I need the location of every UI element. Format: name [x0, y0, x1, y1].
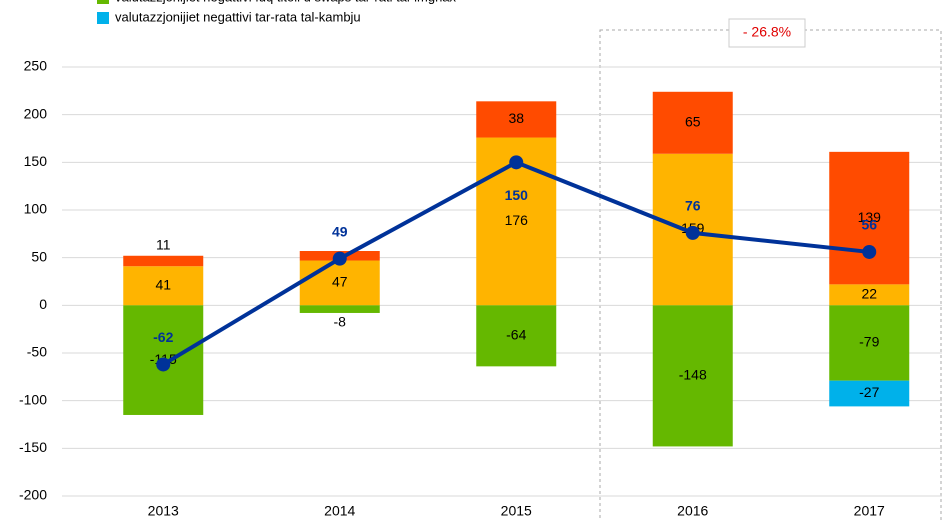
x-tick-label: 2016 — [677, 503, 708, 519]
legend-label: valutazzjonijiet negattivi fuq titoli u … — [115, 0, 457, 4]
bar-segment — [299, 260, 380, 306]
legend-label: valutazzjonijiet negattivi tar-rata tal-… — [115, 9, 361, 24]
line-point — [332, 251, 347, 266]
line-point — [509, 155, 524, 170]
data-label: -27 — [859, 384, 879, 400]
bar-segment — [652, 91, 733, 154]
bar-segment — [123, 266, 204, 306]
y-tick-label: 100 — [24, 201, 48, 217]
bar-segment — [829, 284, 910, 306]
annotation: - 26.8% — [743, 24, 791, 40]
bar-segment — [476, 305, 557, 367]
y-tick-label: -50 — [27, 344, 47, 360]
data-label: 11 — [156, 236, 171, 252]
data-label: 65 — [685, 113, 701, 129]
data-label: 47 — [332, 274, 348, 290]
annotation-box — [728, 18, 806, 48]
bar-segment — [123, 255, 204, 267]
bar-segment — [829, 151, 910, 285]
y-tick-label: 0 — [39, 296, 47, 312]
data-label: 41 — [155, 276, 171, 292]
y-tick-label: 200 — [24, 105, 48, 121]
line-label: -62 — [153, 329, 173, 345]
legend-swatch — [97, 0, 109, 4]
line-label: 76 — [685, 198, 701, 214]
legend-swatch — [97, 12, 109, 24]
line-label: 56 — [861, 217, 877, 233]
data-label: 22 — [861, 286, 877, 302]
bar-segment — [476, 101, 557, 138]
line-point — [862, 244, 877, 259]
x-tick-label: 2017 — [854, 503, 885, 519]
data-label: -148 — [679, 367, 707, 383]
line-point — [156, 357, 171, 372]
data-label: -8 — [334, 314, 347, 330]
bar-segment — [652, 305, 733, 447]
data-label: 38 — [508, 110, 524, 126]
data-label: -64 — [506, 327, 526, 343]
y-tick-label: 50 — [31, 248, 47, 264]
y-tick-label: -150 — [19, 439, 47, 455]
bar-segment — [829, 380, 910, 407]
bar-segment — [829, 305, 910, 381]
y-tick-label: -100 — [19, 391, 47, 407]
y-tick-label: -200 — [19, 487, 47, 503]
y-tick-label: 250 — [24, 58, 48, 74]
data-label: 139 — [858, 209, 882, 225]
data-label: -79 — [859, 334, 879, 350]
data-label: 176 — [505, 212, 529, 228]
bar-segment — [299, 305, 380, 313]
x-tick-label: 2014 — [324, 503, 355, 519]
line-label: 49 — [332, 223, 348, 239]
x-tick-label: 2015 — [501, 503, 532, 519]
y-tick-label: 150 — [24, 153, 48, 169]
line-point — [685, 225, 700, 240]
line-label: 150 — [505, 187, 529, 203]
x-tick-label: 2013 — [148, 503, 179, 519]
